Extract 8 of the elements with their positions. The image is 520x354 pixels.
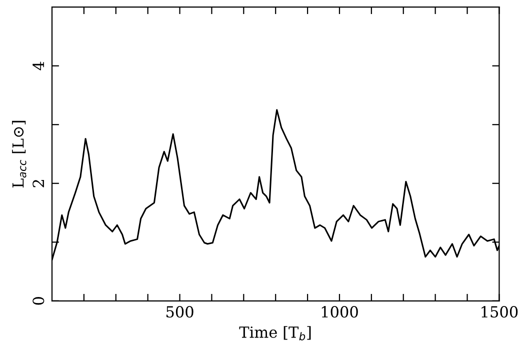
y-tick-label: 2 [32,180,44,188]
y-tick-label: 4 [32,62,44,70]
y-tick-label: 0 [32,297,44,305]
x-tick-label: 1500 [482,306,518,318]
y-axis-title: L$_{acc}$ [L⊙] [12,120,26,188]
x-axis-title: Time [T$_{b}$] [239,326,311,340]
x-tick-label: 500 [166,306,194,318]
x-tick-label: 1000 [322,306,358,318]
